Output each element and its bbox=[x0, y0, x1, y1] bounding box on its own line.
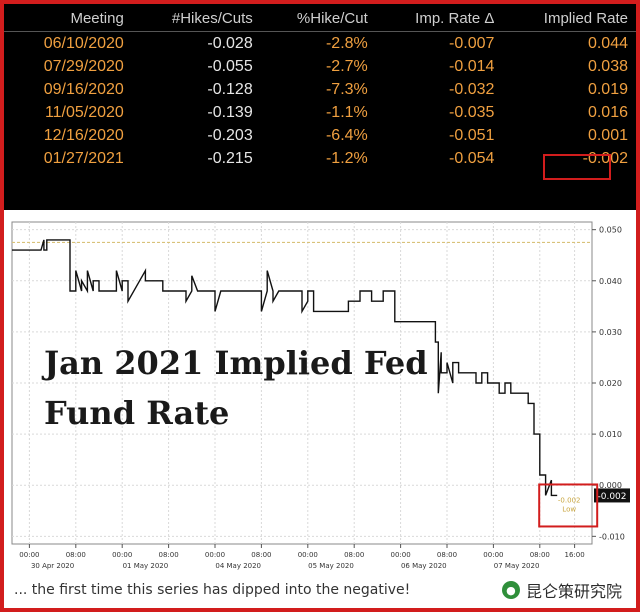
column-header-imp-rate-delta[interactable]: Imp. Rate Δ bbox=[375, 8, 503, 32]
table-row: 12/16/2020 -0.203 -6.4% -0.051 0.001 bbox=[4, 124, 636, 147]
x-date-label: 01 May 2020 bbox=[123, 562, 169, 570]
low-annotation-value: -0.002 bbox=[558, 496, 581, 504]
column-header-pct-hike-cut[interactable]: %Hike/Cut bbox=[260, 8, 376, 32]
cell-imp-rate-delta: -0.032 bbox=[449, 81, 495, 98]
cell-hikes-cuts: -0.215 bbox=[207, 150, 253, 167]
x-tick-label: 08:00 bbox=[159, 551, 179, 559]
cell-hikes-cuts: -0.055 bbox=[207, 58, 253, 75]
cell-imp-rate-delta: -0.035 bbox=[449, 104, 495, 121]
overlay-title-line2: Fund Rate bbox=[44, 394, 230, 432]
cell-implied-rate: 0.001 bbox=[587, 127, 628, 144]
implied-rate-chart: 0.050 0.040 0.030 0.020 0.010 0.000 -0.010 00:… bbox=[11, 221, 630, 570]
highlight-box bbox=[543, 154, 611, 180]
cell-pct-hike-cut: -1.1% bbox=[325, 104, 368, 121]
wechat-logo-icon: ● bbox=[501, 581, 520, 599]
x-tick-label: 00:00 bbox=[391, 551, 411, 559]
y-tick-label: 0.000 bbox=[599, 481, 622, 490]
chart-series bbox=[12, 239, 558, 497]
cell-meeting-date: 07/29/2020 bbox=[43, 58, 124, 75]
series-line-0 bbox=[12, 239, 558, 497]
cell-pct-hike-cut: -7.3% bbox=[325, 81, 368, 98]
watermark: ● 昆仑策研究院 bbox=[501, 578, 622, 602]
x-tick-label: 08:00 bbox=[530, 551, 550, 559]
cell-implied-rate: 0.044 bbox=[587, 35, 628, 52]
cell-hikes-cuts: -0.128 bbox=[207, 81, 253, 98]
cell-pct-hike-cut: -2.8% bbox=[325, 35, 368, 52]
caption-text: ... the first time this series has dippe… bbox=[14, 582, 411, 598]
y-tick-label: 0.040 bbox=[599, 277, 622, 286]
low-annotation-label: Low bbox=[562, 505, 576, 513]
cell-implied-rate: 0.016 bbox=[587, 104, 628, 121]
x-tick-label: 08:00 bbox=[437, 551, 457, 559]
x-date-label: 04 May 2020 bbox=[215, 562, 261, 570]
y-axis: 0.050 0.040 0.030 0.020 0.010 0.000 -0.010 bbox=[592, 226, 625, 541]
x-axis: 00:00 08:00 00:00 08:00 00:00 08:00 00:00 08:00… bbox=[19, 544, 585, 570]
x-date-label: 30 Apr 2020 bbox=[31, 562, 74, 570]
cell-implied-rate: 0.038 bbox=[587, 58, 628, 75]
y-tick-label: 0.010 bbox=[599, 430, 622, 439]
cell-hikes-cuts: -0.028 bbox=[207, 35, 253, 52]
y-tick-label: 0.020 bbox=[599, 379, 622, 388]
table-header-row: Meeting #Hikes/Cuts %Hike/Cut Imp. Rate … bbox=[4, 8, 636, 32]
x-tick-label: 00:00 bbox=[205, 551, 225, 559]
y-tick-label: 0.050 bbox=[599, 226, 622, 235]
cell-meeting-date: 11/05/2020 bbox=[44, 104, 124, 121]
y-tick-label: 0.030 bbox=[599, 328, 622, 337]
x-tick-label: 00:00 bbox=[112, 551, 132, 559]
x-date-label: 05 May 2020 bbox=[308, 562, 354, 570]
y-tick-label: -0.010 bbox=[599, 532, 625, 541]
table-row: 01/27/2021 -0.215 -1.2% -0.054 -0.002 bbox=[4, 147, 636, 170]
x-date-label: 06 May 2020 bbox=[401, 562, 447, 570]
last-value-label: -0.002 bbox=[597, 492, 626, 502]
last-value-badge bbox=[594, 488, 630, 503]
table-row: 09/16/2020 -0.128 -7.3% -0.032 0.019 bbox=[4, 78, 636, 101]
chart-grid bbox=[11, 221, 593, 545]
column-header-meeting[interactable]: Meeting bbox=[4, 8, 132, 32]
low-highlight-box bbox=[538, 483, 599, 528]
cell-imp-rate-delta: -0.014 bbox=[449, 58, 495, 75]
cell-meeting-date: 09/16/2020 bbox=[43, 81, 124, 98]
fed-meeting-table: Meeting #Hikes/Cuts %Hike/Cut Imp. Rate … bbox=[4, 8, 636, 170]
cell-meeting-date: 12/16/2020 bbox=[43, 127, 124, 144]
cell-implied-rate: 0.019 bbox=[587, 81, 628, 98]
x-tick-label: 00:00 bbox=[483, 551, 503, 559]
cell-meeting-date: 01/27/2021 bbox=[43, 150, 124, 167]
x-tick-label: 08:00 bbox=[66, 551, 86, 559]
x-tick-label: 08:00 bbox=[344, 551, 364, 559]
column-header-hikes-cuts[interactable]: #Hikes/Cuts bbox=[131, 8, 261, 32]
x-tick-label: 00:00 bbox=[19, 551, 39, 559]
table-row: 11/05/2020 -0.139 -1.1% -0.035 0.016 bbox=[4, 101, 636, 124]
cell-imp-rate-delta: -0.054 bbox=[449, 150, 495, 167]
table-row: 07/29/2020 -0.055 -2.7% -0.014 0.038 bbox=[4, 55, 636, 78]
cell-imp-rate-delta: -0.007 bbox=[449, 35, 495, 52]
cell-hikes-cuts: -0.203 bbox=[207, 127, 253, 144]
column-header-implied-rate[interactable]: Implied Rate bbox=[502, 8, 636, 32]
cell-pct-hike-cut: -6.4% bbox=[325, 127, 368, 144]
cell-imp-rate-delta: -0.051 bbox=[449, 127, 495, 144]
x-date-label: 07 May 2020 bbox=[494, 562, 540, 570]
chart-panel: 0.050 0.040 0.030 0.020 0.010 0.000 -0.010 00:… bbox=[4, 214, 636, 574]
cell-pct-hike-cut: -1.2% bbox=[325, 150, 368, 167]
watermark-text: 昆仑策研究院 bbox=[525, 582, 622, 601]
x-tick-label: 08:00 bbox=[251, 551, 271, 559]
cell-pct-hike-cut: -2.7% bbox=[325, 58, 368, 75]
overlay-title-line1: Jan 2021 Implied Fed bbox=[44, 344, 428, 382]
table-row: 06/10/2020 -0.028 -2.8% -0.007 0.044 bbox=[4, 32, 636, 56]
cell-hikes-cuts: -0.139 bbox=[207, 104, 253, 121]
x-tick-label: 16:00 bbox=[565, 551, 585, 559]
fed-meeting-table-panel: Meeting #Hikes/Cuts %Hike/Cut Imp. Rate … bbox=[4, 4, 636, 210]
x-tick-label: 00:00 bbox=[298, 551, 318, 559]
cell-meeting-date: 06/10/2020 bbox=[43, 35, 124, 52]
